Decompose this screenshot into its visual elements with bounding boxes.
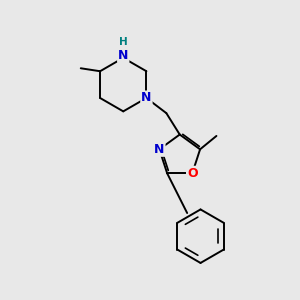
Text: N: N xyxy=(141,92,152,104)
Text: O: O xyxy=(187,167,198,180)
Text: N: N xyxy=(154,143,165,156)
Text: H: H xyxy=(119,37,128,46)
Text: N: N xyxy=(118,49,128,62)
